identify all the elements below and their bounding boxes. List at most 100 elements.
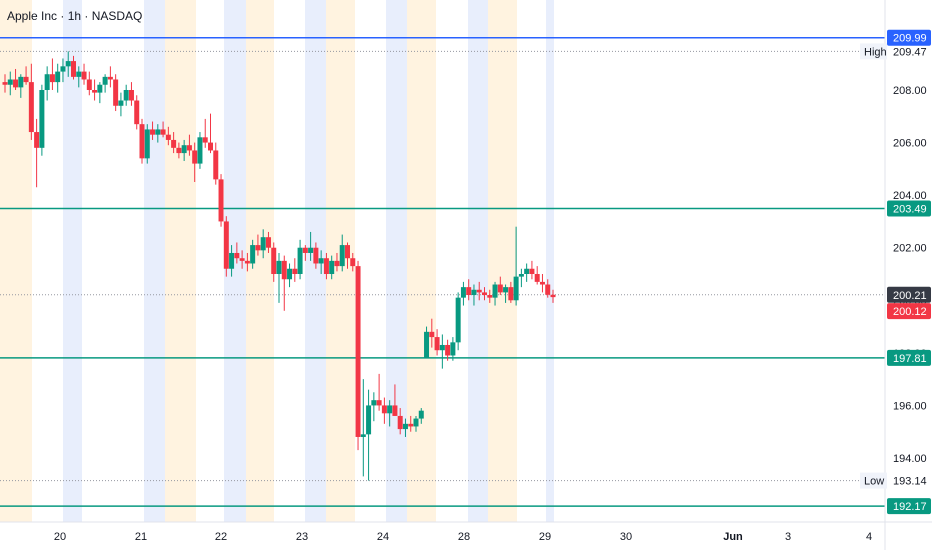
candle-body (276, 260, 282, 274)
candle-body (445, 344, 451, 356)
price-tick-label: 208.00 (893, 85, 927, 97)
candle-body (550, 294, 556, 298)
candle-body (350, 258, 356, 267)
level-tag-box (887, 29, 931, 46)
candle-body (323, 258, 329, 274)
candle-body (355, 266, 361, 437)
price-tick-label: 204.00 (893, 190, 927, 202)
candle-body (429, 331, 435, 338)
candle-body (265, 237, 271, 248)
candle-body (503, 287, 509, 293)
price-tick-label: 194.00 (893, 453, 927, 465)
candle-body (302, 247, 308, 253)
candle-body (260, 237, 266, 251)
time-tick-label: 23 (296, 531, 308, 543)
time-tick-label: 30 (620, 531, 632, 543)
candle-body (213, 150, 219, 180)
session-band-post (63, 0, 82, 522)
candle-body (102, 76, 108, 85)
session-band-pre (488, 0, 517, 522)
candle-body (144, 129, 150, 159)
candle-body (471, 289, 477, 296)
session-band-post (386, 0, 407, 522)
candle-body (65, 61, 71, 67)
candle-body (371, 400, 377, 406)
chart-title: Apple Inc · 1h · NASDAQ (7, 9, 143, 23)
candle-body (281, 260, 287, 280)
candle-body (450, 342, 456, 356)
candle-body (150, 129, 156, 135)
candle-body (28, 82, 34, 133)
candle-body (123, 90, 129, 101)
candle-body (44, 74, 50, 90)
candle-body (518, 274, 524, 277)
session-band-post (468, 0, 488, 522)
candle-body (13, 79, 19, 88)
candle-body (97, 84, 103, 93)
candle-body (460, 287, 466, 298)
price-axis-background (885, 0, 932, 550)
candles (2, 51, 556, 481)
candle-body (487, 295, 493, 298)
candle-body (482, 292, 487, 296)
time-tick-label: 3 (785, 531, 791, 543)
candle-body (229, 252, 235, 269)
price-tick-label: 206.00 (893, 138, 927, 150)
candle-body (76, 71, 82, 77)
candle-body (49, 74, 55, 83)
candle-body (329, 260, 335, 274)
time-tick-label: 29 (539, 531, 551, 543)
candle-body (92, 90, 98, 93)
last-close-tag: 200.21 (893, 290, 927, 302)
candle-body (292, 268, 298, 274)
price-tick-label: 196.00 (893, 400, 927, 412)
candle-body (255, 245, 261, 251)
candle-body (197, 137, 203, 164)
session-band-post (224, 0, 246, 522)
candle-body (250, 245, 256, 264)
candle-body (234, 252, 240, 259)
session-band-post (144, 0, 165, 522)
candle-body (466, 287, 472, 296)
level-tag: 209.99 (893, 33, 927, 45)
candle-body (392, 405, 398, 416)
level-tag-box (887, 498, 931, 515)
last-price-tag: 200.12 (893, 306, 927, 318)
level-tag-box (887, 200, 931, 217)
candle-body (545, 284, 551, 295)
candle-body (86, 79, 92, 90)
horizontal-levels[interactable] (0, 36, 885, 507)
candle-body (360, 434, 366, 437)
candle-body (455, 297, 461, 343)
candle-body (160, 129, 166, 135)
candle-body (155, 129, 161, 135)
candle-body (476, 289, 482, 293)
candle-body (2, 82, 8, 85)
price-tick-label: 202.00 (893, 243, 927, 255)
candle-body (139, 124, 145, 159)
candle-body (334, 260, 340, 267)
candle-body (424, 331, 430, 359)
candle-body (408, 423, 414, 427)
candle-body (128, 90, 134, 101)
candle-body (534, 274, 540, 282)
candle-body (413, 418, 419, 427)
price-axis[interactable]: 194.00196.00198.00200.00202.00204.00206.… (860, 0, 932, 550)
candle-body (192, 150, 198, 164)
candle-body (397, 415, 403, 430)
candle-body (244, 260, 250, 264)
time-axis[interactable]: 20 21 22 23 24 28 29 30 Jun 3 4 (0, 521, 932, 543)
candle-body (524, 268, 530, 274)
candle-body (313, 247, 319, 264)
grid (0, 50, 885, 482)
candle-body (208, 142, 213, 151)
level-tag: 197.81 (893, 353, 927, 365)
candle-body (339, 245, 345, 267)
candle-body (381, 405, 387, 414)
candle-body (271, 247, 277, 274)
candle-body (134, 100, 140, 125)
candle-body (18, 76, 24, 88)
candle-body (376, 400, 382, 406)
